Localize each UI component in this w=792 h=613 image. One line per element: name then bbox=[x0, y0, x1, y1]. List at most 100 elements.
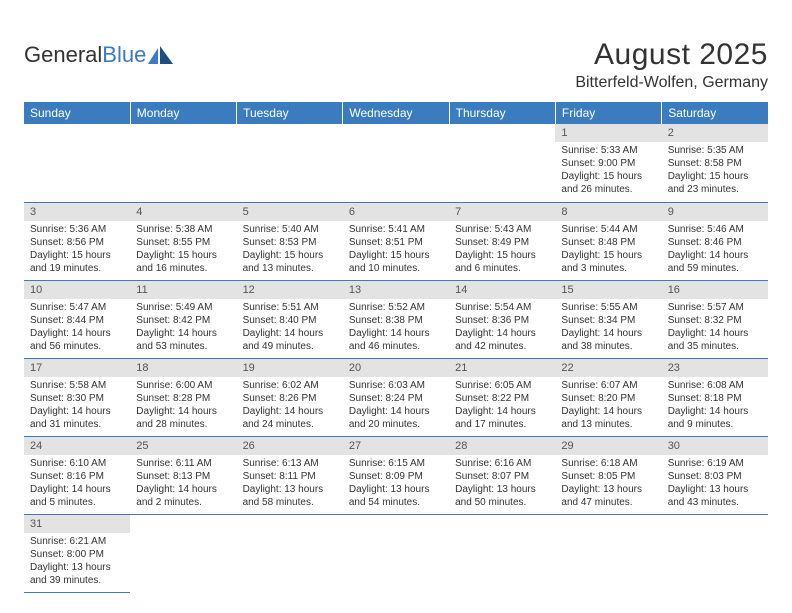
day-details: Sunrise: 5:38 AMSunset: 8:55 PMDaylight:… bbox=[130, 221, 236, 279]
calendar-day-cell: 11Sunrise: 5:49 AMSunset: 8:42 PMDayligh… bbox=[130, 280, 236, 358]
sunset-line: Sunset: 8:55 PM bbox=[136, 236, 230, 249]
sunset-line: Sunset: 8:16 PM bbox=[30, 470, 124, 483]
daylight-line: Daylight: 14 hours and 17 minutes. bbox=[455, 405, 549, 431]
weekday-header: Sunday bbox=[24, 102, 130, 124]
sunset-line: Sunset: 8:11 PM bbox=[243, 470, 337, 483]
weekday-header: Wednesday bbox=[343, 102, 449, 124]
calendar-header-row: SundayMondayTuesdayWednesdayThursdayFrid… bbox=[24, 102, 768, 124]
calendar-day-cell: 18Sunrise: 6:00 AMSunset: 8:28 PMDayligh… bbox=[130, 358, 236, 436]
day-details: Sunrise: 5:41 AMSunset: 8:51 PMDaylight:… bbox=[343, 221, 449, 279]
day-details: Sunrise: 5:35 AMSunset: 8:58 PMDaylight:… bbox=[662, 142, 768, 200]
daylight-line: Daylight: 14 hours and 24 minutes. bbox=[243, 405, 337, 431]
day-details: Sunrise: 6:11 AMSunset: 8:13 PMDaylight:… bbox=[130, 455, 236, 513]
daylight-line: Daylight: 15 hours and 19 minutes. bbox=[30, 249, 124, 275]
daylight-line: Daylight: 14 hours and 42 minutes. bbox=[455, 327, 549, 353]
day-details: Sunrise: 5:55 AMSunset: 8:34 PMDaylight:… bbox=[555, 299, 661, 357]
day-number: 5 bbox=[237, 203, 343, 221]
day-details: Sunrise: 6:13 AMSunset: 8:11 PMDaylight:… bbox=[237, 455, 343, 513]
sunset-line: Sunset: 8:05 PM bbox=[561, 470, 655, 483]
sunrise-line: Sunrise: 5:51 AM bbox=[243, 301, 337, 314]
sunset-line: Sunset: 8:20 PM bbox=[561, 392, 655, 405]
calendar-week-row: 17Sunrise: 5:58 AMSunset: 8:30 PMDayligh… bbox=[24, 358, 768, 436]
calendar-body: 1Sunrise: 5:33 AMSunset: 9:00 PMDaylight… bbox=[24, 124, 768, 592]
day-number: 28 bbox=[449, 437, 555, 455]
day-details: Sunrise: 6:16 AMSunset: 8:07 PMDaylight:… bbox=[449, 455, 555, 513]
sunrise-line: Sunrise: 6:13 AM bbox=[243, 457, 337, 470]
daylight-line: Daylight: 14 hours and 5 minutes. bbox=[30, 483, 124, 509]
day-details: Sunrise: 6:19 AMSunset: 8:03 PMDaylight:… bbox=[662, 455, 768, 513]
daylight-line: Daylight: 14 hours and 2 minutes. bbox=[136, 483, 230, 509]
sunset-line: Sunset: 8:46 PM bbox=[668, 236, 762, 249]
day-number: 12 bbox=[237, 281, 343, 299]
sunset-line: Sunset: 8:32 PM bbox=[668, 314, 762, 327]
daylight-line: Daylight: 14 hours and 59 minutes. bbox=[668, 249, 762, 275]
daylight-line: Daylight: 15 hours and 23 minutes. bbox=[668, 170, 762, 196]
day-number: 10 bbox=[24, 281, 130, 299]
sunrise-line: Sunrise: 5:35 AM bbox=[668, 144, 762, 157]
weekday-header: Saturday bbox=[662, 102, 768, 124]
day-details: Sunrise: 5:33 AMSunset: 9:00 PMDaylight:… bbox=[555, 142, 661, 200]
calendar-empty-cell bbox=[662, 514, 768, 592]
weekday-header: Thursday bbox=[449, 102, 555, 124]
day-details: Sunrise: 5:49 AMSunset: 8:42 PMDaylight:… bbox=[130, 299, 236, 357]
calendar-empty-cell bbox=[449, 124, 555, 202]
calendar-day-cell: 6Sunrise: 5:41 AMSunset: 8:51 PMDaylight… bbox=[343, 202, 449, 280]
month-title: August 2025 bbox=[575, 38, 768, 72]
daylight-line: Daylight: 15 hours and 6 minutes. bbox=[455, 249, 549, 275]
calendar-day-cell: 19Sunrise: 6:02 AMSunset: 8:26 PMDayligh… bbox=[237, 358, 343, 436]
calendar-day-cell: 8Sunrise: 5:44 AMSunset: 8:48 PMDaylight… bbox=[555, 202, 661, 280]
calendar-day-cell: 16Sunrise: 5:57 AMSunset: 8:32 PMDayligh… bbox=[662, 280, 768, 358]
day-details: Sunrise: 5:43 AMSunset: 8:49 PMDaylight:… bbox=[449, 221, 555, 279]
daylight-line: Daylight: 14 hours and 9 minutes. bbox=[668, 405, 762, 431]
calendar-empty-cell bbox=[130, 514, 236, 592]
calendar-table: SundayMondayTuesdayWednesdayThursdayFrid… bbox=[24, 102, 768, 593]
day-number: 7 bbox=[449, 203, 555, 221]
calendar-day-cell: 7Sunrise: 5:43 AMSunset: 8:49 PMDaylight… bbox=[449, 202, 555, 280]
sunset-line: Sunset: 8:28 PM bbox=[136, 392, 230, 405]
day-number: 20 bbox=[343, 359, 449, 377]
sunrise-line: Sunrise: 5:52 AM bbox=[349, 301, 443, 314]
day-details: Sunrise: 6:03 AMSunset: 8:24 PMDaylight:… bbox=[343, 377, 449, 435]
sunrise-line: Sunrise: 6:08 AM bbox=[668, 379, 762, 392]
day-details: Sunrise: 6:00 AMSunset: 8:28 PMDaylight:… bbox=[130, 377, 236, 435]
calendar-empty-cell bbox=[24, 124, 130, 202]
day-number: 25 bbox=[130, 437, 236, 455]
day-number: 24 bbox=[24, 437, 130, 455]
calendar-empty-cell bbox=[449, 514, 555, 592]
sunrise-line: Sunrise: 5:47 AM bbox=[30, 301, 124, 314]
calendar-empty-cell bbox=[343, 514, 449, 592]
day-number: 31 bbox=[24, 515, 130, 533]
day-number: 9 bbox=[662, 203, 768, 221]
calendar-day-cell: 9Sunrise: 5:46 AMSunset: 8:46 PMDaylight… bbox=[662, 202, 768, 280]
day-number: 18 bbox=[130, 359, 236, 377]
daylight-line: Daylight: 13 hours and 39 minutes. bbox=[30, 561, 124, 587]
sunrise-line: Sunrise: 5:41 AM bbox=[349, 223, 443, 236]
day-number: 4 bbox=[130, 203, 236, 221]
sunrise-line: Sunrise: 6:18 AM bbox=[561, 457, 655, 470]
sunrise-line: Sunrise: 5:55 AM bbox=[561, 301, 655, 314]
daylight-line: Daylight: 13 hours and 43 minutes. bbox=[668, 483, 762, 509]
day-number: 19 bbox=[237, 359, 343, 377]
day-number: 16 bbox=[662, 281, 768, 299]
daylight-line: Daylight: 15 hours and 16 minutes. bbox=[136, 249, 230, 275]
sunset-line: Sunset: 8:42 PM bbox=[136, 314, 230, 327]
sunrise-line: Sunrise: 5:38 AM bbox=[136, 223, 230, 236]
day-details: Sunrise: 6:18 AMSunset: 8:05 PMDaylight:… bbox=[555, 455, 661, 513]
calendar-day-cell: 21Sunrise: 6:05 AMSunset: 8:22 PMDayligh… bbox=[449, 358, 555, 436]
sunrise-line: Sunrise: 6:03 AM bbox=[349, 379, 443, 392]
calendar-day-cell: 5Sunrise: 5:40 AMSunset: 8:53 PMDaylight… bbox=[237, 202, 343, 280]
calendar-day-cell: 31Sunrise: 6:21 AMSunset: 8:00 PMDayligh… bbox=[24, 514, 130, 592]
calendar-day-cell: 14Sunrise: 5:54 AMSunset: 8:36 PMDayligh… bbox=[449, 280, 555, 358]
day-details: Sunrise: 6:10 AMSunset: 8:16 PMDaylight:… bbox=[24, 455, 130, 513]
sunset-line: Sunset: 8:56 PM bbox=[30, 236, 124, 249]
daylight-line: Daylight: 15 hours and 26 minutes. bbox=[561, 170, 655, 196]
sunrise-line: Sunrise: 6:00 AM bbox=[136, 379, 230, 392]
calendar-day-cell: 3Sunrise: 5:36 AMSunset: 8:56 PMDaylight… bbox=[24, 202, 130, 280]
daylight-line: Daylight: 13 hours and 54 minutes. bbox=[349, 483, 443, 509]
calendar-day-cell: 15Sunrise: 5:55 AMSunset: 8:34 PMDayligh… bbox=[555, 280, 661, 358]
sunset-line: Sunset: 8:22 PM bbox=[455, 392, 549, 405]
sunset-line: Sunset: 8:53 PM bbox=[243, 236, 337, 249]
day-number: 22 bbox=[555, 359, 661, 377]
daylight-line: Daylight: 14 hours and 46 minutes. bbox=[349, 327, 443, 353]
calendar-page: GeneralBlue August 2025 Bitterfeld-Wolfe… bbox=[0, 0, 792, 613]
